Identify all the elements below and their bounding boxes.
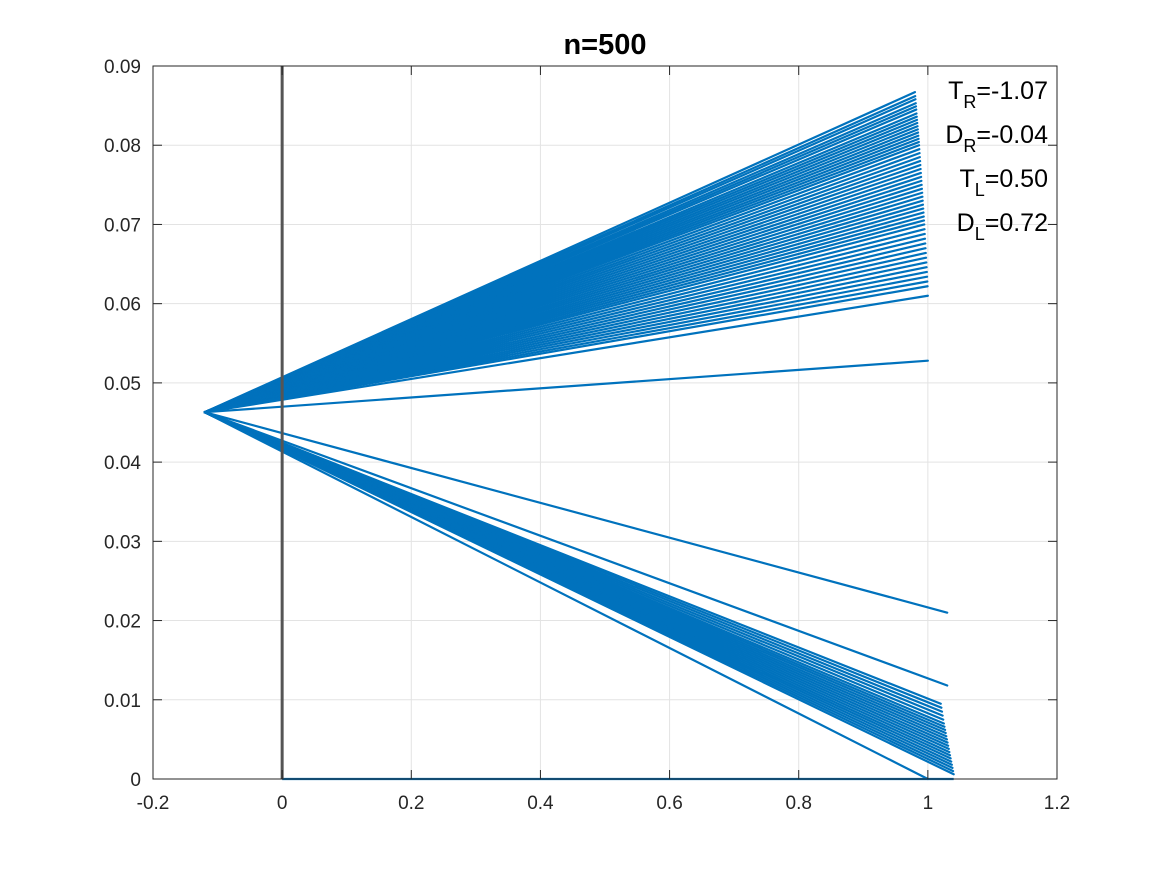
x-tick-label: 1.2 [1044, 793, 1070, 814]
annotation-subscript: R [963, 136, 976, 156]
x-tick-label: -0.2 [137, 793, 170, 814]
x-tick-label: 0.6 [656, 793, 682, 814]
annotation-dl: DL=0.72 [957, 209, 1048, 244]
y-tick-label: 0.09 [104, 57, 141, 78]
y-tick-label: 0.06 [104, 295, 141, 316]
annotation-subscript: L [975, 224, 985, 244]
lower-outlier-line [203, 411, 949, 614]
x-tick-labels: -0.2 0 0.2 0.4 0.6 0.8 1 1.2 [137, 793, 1071, 814]
y-tick-label: 0 [130, 770, 141, 791]
lower-fan-line [203, 411, 955, 776]
x-tick-label: 1 [923, 793, 934, 814]
y-tick-labels: 0 0.01 0.02 0.03 0.04 0.05 0.06 0.07 0.08 0.09 [104, 57, 141, 791]
x-tick-label: 0.8 [786, 793, 812, 814]
annotation-subscript: L [975, 180, 985, 200]
annotation-symbol: D [957, 209, 975, 237]
upper-fan-line [203, 285, 929, 414]
y-tick-label: 0.01 [104, 691, 141, 712]
middle-line [203, 359, 929, 414]
annotation-value: =0.72 [985, 209, 1048, 237]
chart-title: n=500 [563, 29, 646, 61]
lower-outlier-line [203, 411, 929, 781]
annotation-symbol: T [959, 165, 974, 193]
y-tick-label: 0.03 [104, 532, 141, 553]
axes-box [152, 65, 1058, 780]
annotation-symbol: D [945, 121, 963, 149]
annotation-value: =-0.04 [976, 121, 1048, 149]
annotation-symbol: T [948, 77, 963, 105]
upper-fan-line [203, 294, 929, 414]
annotation-tr: TR=-1.07 [948, 77, 1048, 112]
x-tick-label: 0 [277, 793, 288, 814]
annotation-value: =0.50 [985, 165, 1048, 193]
annotation-value: =-1.07 [976, 77, 1048, 105]
annotation-dr: DR=-0.04 [945, 121, 1048, 156]
y-tick-label: 0.08 [104, 136, 141, 157]
annotation-subscript: R [963, 92, 976, 112]
lower-outlier-line [203, 411, 949, 687]
y-tick-label: 0.07 [104, 215, 141, 236]
y-tick-label: 0.04 [104, 453, 141, 474]
y-tick-label: 0.05 [104, 374, 141, 395]
y-tick-label: 0.02 [104, 612, 141, 633]
annotation-tl: TL=0.50 [959, 165, 1048, 200]
axis-ticks [152, 65, 1058, 780]
data-lines [203, 91, 955, 781]
x-tick-label: 0.4 [527, 793, 554, 814]
x-tick-label: 0.2 [398, 793, 424, 814]
